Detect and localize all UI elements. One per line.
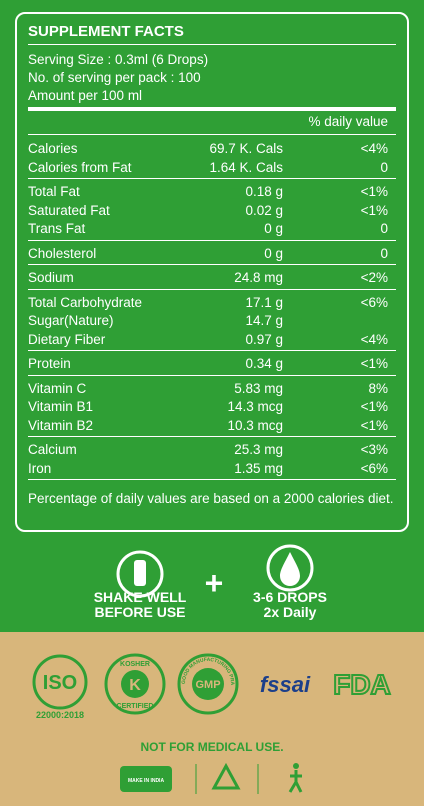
rule <box>28 239 396 241</box>
rule <box>28 436 396 437</box>
nutrient-name: Protein <box>28 356 71 371</box>
nutrient-dv: <4% <box>360 141 388 156</box>
fda: FDA <box>333 669 391 700</box>
gmp-ring <box>177 653 239 715</box>
nutrient-dv: 0 <box>380 245 388 261</box>
nutrient-name: Saturated Fat <box>28 202 110 218</box>
iso: ISO <box>43 672 77 694</box>
nutrient-name: Calcium <box>28 442 77 457</box>
serving-line: Serving Size : 0.3ml (6 Drops) <box>28 52 209 67</box>
nutrient-dv: <3% <box>360 442 388 457</box>
notice: NOT FOR MEDICAL USE. <box>140 740 283 754</box>
drop <box>280 552 300 586</box>
facts-title: SUPPLEMENT FACTS <box>28 23 184 40</box>
gmp: GMP <box>195 679 220 691</box>
drop-icon <box>266 544 314 592</box>
recycle-icon <box>211 762 241 790</box>
nutrient-amount: 0 g <box>264 245 283 261</box>
nutrient-amount: 25.3 mg <box>234 442 283 457</box>
rule <box>28 350 396 351</box>
nutrient-dv: <1% <box>360 399 388 414</box>
nutrient-name: Vitamin B1 <box>28 399 94 414</box>
fssai: fssai <box>260 672 311 697</box>
iso-ring <box>32 654 88 710</box>
nutrient-name: Sodium <box>28 270 74 285</box>
nutrient-dv: <6% <box>360 294 388 310</box>
nutrient-amount: 14.3 mcg <box>227 399 283 414</box>
usage-text: BEFORE USE <box>94 604 185 620</box>
nutrient-name: Cholesterol <box>28 245 97 261</box>
badges: ISO 22000:2018 K KOSHER CERTIFIED GMP GO… <box>0 628 392 794</box>
kosher-ring <box>104 653 166 715</box>
person-icon <box>288 770 303 793</box>
kosher-seal <box>121 670 149 698</box>
shake-icon <box>116 550 164 598</box>
nutrient-dv: 0 <box>380 221 388 236</box>
nutrient-name: Iron <box>28 460 52 476</box>
usage-text: SHAKE WELL <box>94 589 187 605</box>
nutrient-amount: 1.64 K. Cals <box>209 159 283 175</box>
nutrient-dv: <1% <box>360 356 388 371</box>
nutrient-amount: 14.7 g <box>245 313 283 328</box>
iso-code: 22000:2018 <box>36 710 84 720</box>
nutrient-name: Sugar(Nature) <box>28 313 114 328</box>
bottom-band: ISO 22000:2018 K KOSHER CERTIFIED GMP GO… <box>0 628 424 806</box>
gmp-seal <box>192 668 224 700</box>
thick-rule <box>28 107 396 111</box>
nutrient-amount: 0.34 g <box>245 356 283 371</box>
nutrient-dv: <1% <box>360 202 388 218</box>
rule <box>28 178 396 179</box>
rule <box>28 134 396 135</box>
nutrient-amount: 17.1 g <box>245 294 283 310</box>
rule <box>28 374 396 376</box>
kosher-k: K <box>129 677 141 694</box>
nutrient-amount: 0.18 g <box>245 184 283 199</box>
rule <box>28 288 396 290</box>
nutrient-dv: 8% <box>368 380 388 396</box>
nutrient-name: Total Fat <box>28 184 80 199</box>
nutrient-amount: 24.8 mg <box>234 270 283 285</box>
serving-line: Amount per 100 ml <box>28 88 143 103</box>
nutrient-dv: <4% <box>360 331 388 347</box>
nutrient-dv: <1% <box>360 184 388 199</box>
usage: SHAKE WELL BEFORE USE + 3-6 DROPS 2x Dai… <box>94 544 327 620</box>
footnote: Percentage of daily values are based on … <box>28 491 394 506</box>
make-in-india: MAKE IN INDIA <box>128 778 165 784</box>
lion-icon <box>120 766 172 792</box>
nutrient-name: Total Carbohydrate <box>28 294 143 310</box>
nutrient-amount: 1.35 mg <box>234 460 283 476</box>
kosher-bottom: CERTIFIED <box>117 703 154 710</box>
plus: + <box>205 565 224 601</box>
nutrient-amount: 0 g <box>264 221 283 236</box>
nutrient-dv: 0 <box>380 159 388 175</box>
nutrient-amount: 0.02 g <box>245 202 283 218</box>
usage-text: 2x Daily <box>264 604 317 620</box>
nutrient-name: Dietary Fiber <box>28 331 106 347</box>
dv-header: % daily value <box>308 114 388 129</box>
bottle-icon <box>134 560 146 586</box>
serving-line: No. of serving per pack : 100 <box>28 70 201 85</box>
nutrient-dv: <2% <box>360 270 388 285</box>
nutrient-dv: <1% <box>360 417 388 433</box>
nutrient-dv: <6% <box>360 460 388 476</box>
nutrient-amount: 5.83 mg <box>234 380 283 396</box>
nutrient-name: Calories from Fat <box>28 159 132 175</box>
nutrient-name: Vitamin B2 <box>28 417 94 433</box>
nutrient-name: Calories <box>28 141 78 156</box>
rule <box>28 44 396 45</box>
nutrient-amount: 10.3 mcg <box>227 417 283 433</box>
kosher-top: KOSHER <box>120 661 150 668</box>
facts-box <box>15 12 409 532</box>
rule <box>28 479 396 480</box>
nutrient-name: Vitamin C <box>28 380 87 396</box>
nutrient-amount: 69.7 K. Cals <box>209 141 283 156</box>
nutrient-amount: 0.97 g <box>245 331 283 347</box>
person-head <box>293 763 299 769</box>
nutrient-name: Trans Fat <box>28 221 86 236</box>
usage-text: 3-6 DROPS <box>253 589 327 605</box>
rule <box>28 264 396 265</box>
